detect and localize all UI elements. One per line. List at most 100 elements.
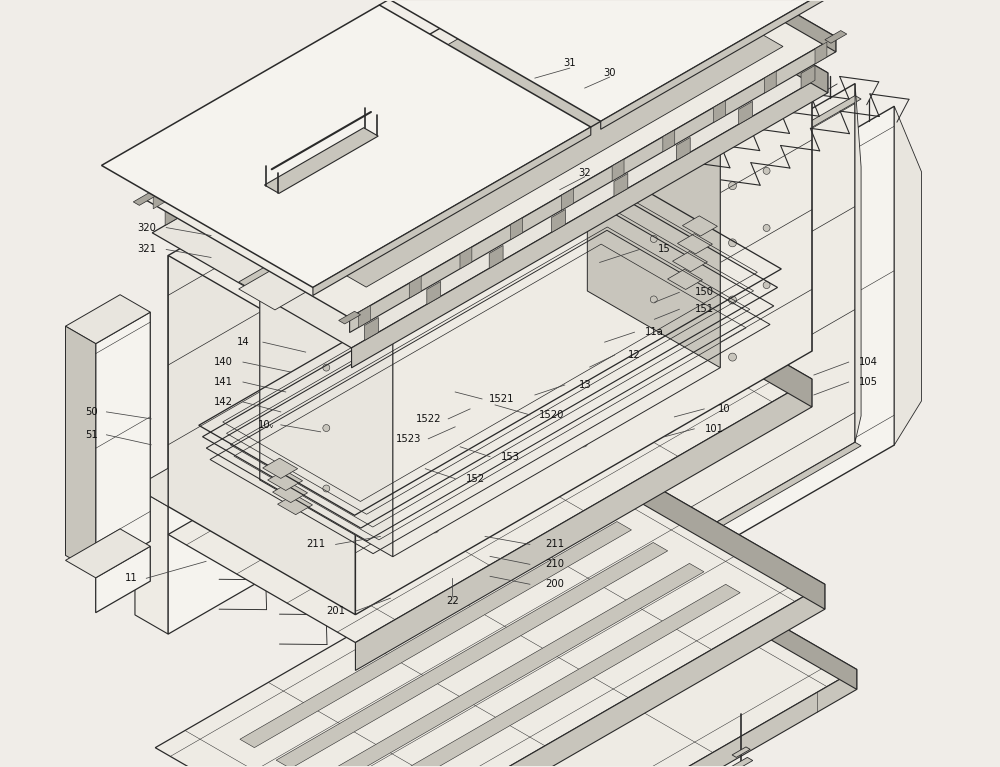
Polygon shape xyxy=(389,0,879,121)
Text: 32: 32 xyxy=(578,168,591,178)
Text: 211: 211 xyxy=(306,539,325,549)
Polygon shape xyxy=(663,130,675,152)
Polygon shape xyxy=(165,202,179,225)
Polygon shape xyxy=(186,219,200,245)
Text: 320: 320 xyxy=(137,222,156,232)
Circle shape xyxy=(580,324,588,333)
Polygon shape xyxy=(593,0,607,10)
Text: 153: 153 xyxy=(500,452,519,462)
Polygon shape xyxy=(672,252,707,272)
Polygon shape xyxy=(625,271,812,407)
Polygon shape xyxy=(123,544,857,767)
Polygon shape xyxy=(415,58,429,81)
Polygon shape xyxy=(490,260,503,286)
Polygon shape xyxy=(722,126,736,152)
Polygon shape xyxy=(350,37,836,333)
Text: 142: 142 xyxy=(214,397,233,407)
Polygon shape xyxy=(510,468,543,487)
Circle shape xyxy=(729,239,736,247)
Polygon shape xyxy=(548,226,562,252)
Polygon shape xyxy=(601,0,879,130)
Polygon shape xyxy=(764,71,776,93)
Polygon shape xyxy=(168,255,355,614)
Circle shape xyxy=(580,439,588,447)
Polygon shape xyxy=(418,107,894,720)
Polygon shape xyxy=(244,186,258,212)
Text: 10ᵥ: 10ᵥ xyxy=(257,420,274,430)
Polygon shape xyxy=(477,22,491,45)
Polygon shape xyxy=(457,12,469,33)
Polygon shape xyxy=(96,546,150,613)
Polygon shape xyxy=(302,152,316,178)
Polygon shape xyxy=(255,128,267,150)
Text: 201: 201 xyxy=(326,606,345,616)
Polygon shape xyxy=(894,107,921,445)
Circle shape xyxy=(729,353,736,361)
Polygon shape xyxy=(508,0,520,4)
Polygon shape xyxy=(135,487,168,634)
Polygon shape xyxy=(511,218,523,239)
Text: 1523: 1523 xyxy=(396,434,421,444)
Text: 1520: 1520 xyxy=(539,410,564,420)
Circle shape xyxy=(323,485,330,492)
Text: 11a: 11a xyxy=(645,328,664,337)
Polygon shape xyxy=(855,84,861,443)
Circle shape xyxy=(666,111,673,119)
Polygon shape xyxy=(352,94,366,117)
Circle shape xyxy=(580,268,588,275)
Circle shape xyxy=(763,110,770,117)
Text: 15: 15 xyxy=(658,245,671,255)
Text: 211: 211 xyxy=(545,539,564,549)
Text: 151: 151 xyxy=(695,304,714,314)
Polygon shape xyxy=(409,276,421,298)
Polygon shape xyxy=(729,757,753,767)
Circle shape xyxy=(763,167,770,174)
Text: 104: 104 xyxy=(859,357,878,367)
Polygon shape xyxy=(664,160,678,186)
Polygon shape xyxy=(535,18,549,44)
Circle shape xyxy=(323,425,330,432)
Polygon shape xyxy=(204,158,216,179)
Polygon shape xyxy=(489,245,503,268)
Text: 13: 13 xyxy=(578,380,591,390)
Polygon shape xyxy=(200,0,780,321)
Polygon shape xyxy=(585,673,608,687)
Circle shape xyxy=(580,382,588,390)
Text: 140: 140 xyxy=(214,357,232,367)
Circle shape xyxy=(763,225,770,232)
Polygon shape xyxy=(152,0,828,348)
Polygon shape xyxy=(168,0,625,506)
Polygon shape xyxy=(739,101,753,124)
Polygon shape xyxy=(556,357,590,377)
Polygon shape xyxy=(240,522,631,748)
Circle shape xyxy=(431,411,439,419)
Text: 10: 10 xyxy=(718,404,730,414)
Text: 31: 31 xyxy=(563,58,576,68)
Circle shape xyxy=(763,281,770,288)
Text: 51: 51 xyxy=(85,430,98,439)
Polygon shape xyxy=(780,92,794,118)
Polygon shape xyxy=(419,85,432,111)
Text: 200: 200 xyxy=(545,579,564,589)
Text: 12: 12 xyxy=(628,350,641,360)
Polygon shape xyxy=(239,13,741,303)
Polygon shape xyxy=(630,0,836,52)
Polygon shape xyxy=(278,495,313,515)
Text: 1522: 1522 xyxy=(416,414,441,424)
Polygon shape xyxy=(197,0,783,287)
Circle shape xyxy=(666,54,673,61)
Polygon shape xyxy=(379,96,861,374)
Polygon shape xyxy=(168,271,812,643)
Polygon shape xyxy=(135,224,625,506)
Polygon shape xyxy=(437,426,471,446)
Polygon shape xyxy=(341,670,857,767)
Polygon shape xyxy=(65,529,150,578)
Polygon shape xyxy=(732,747,750,757)
Polygon shape xyxy=(227,166,241,189)
Circle shape xyxy=(729,182,736,189)
Polygon shape xyxy=(264,128,378,193)
Polygon shape xyxy=(355,379,812,670)
Text: 1521: 1521 xyxy=(489,394,515,404)
Polygon shape xyxy=(539,0,553,9)
Text: 321: 321 xyxy=(137,245,156,255)
